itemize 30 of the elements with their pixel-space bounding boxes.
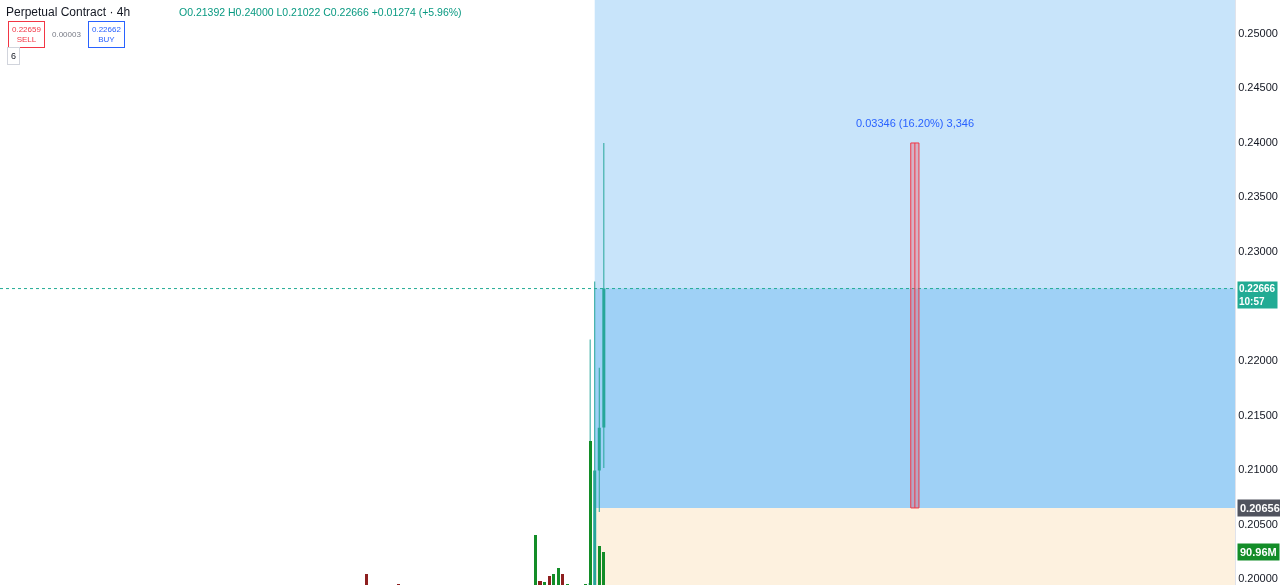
annotation: 0.00003	[52, 30, 82, 39]
bar	[534, 534, 537, 585]
bar	[598, 545, 601, 585]
y-tick-label: 0.23500	[1238, 190, 1278, 203]
y-tick-label: 0.20000	[1238, 572, 1278, 585]
y-tick-label: 0.22000	[1238, 354, 1278, 367]
annotation: 0.22662 BUY	[92, 25, 122, 45]
y-tick-label: 0.24000	[1238, 135, 1278, 148]
y-tick-label: 0.21500	[1238, 408, 1278, 421]
y-tick-label: 0.25000	[1238, 26, 1278, 39]
annotation: 6	[11, 51, 17, 61]
text: Perpetual Contract · 4h	[6, 5, 131, 20]
bar	[589, 440, 592, 585]
bar	[552, 573, 555, 585]
bar	[365, 573, 368, 585]
y-tick-label: 0.21000	[1238, 463, 1278, 476]
y-tick-label: 0.24500	[1238, 81, 1278, 94]
band-label: 0.20656	[1240, 502, 1280, 514]
y-tick-label: 0.20500	[1238, 517, 1278, 530]
bar	[557, 567, 560, 585]
bar	[538, 580, 542, 585]
bar	[548, 575, 551, 585]
text: O0.21392 H0.24000 L0.21022 C0.22666 +0.01274 (+5.96%)	[179, 6, 462, 18]
candlestick	[597, 367, 601, 512]
ref-line-label: 0.22666 10:57	[1239, 283, 1276, 307]
bar	[561, 573, 564, 585]
bar	[543, 581, 546, 585]
annotation: 0.22659 SELL	[12, 25, 42, 45]
annotation: 0.03346 (16.20%) 3,346	[856, 117, 975, 129]
y-tick-label: 0.23000	[1238, 244, 1278, 257]
